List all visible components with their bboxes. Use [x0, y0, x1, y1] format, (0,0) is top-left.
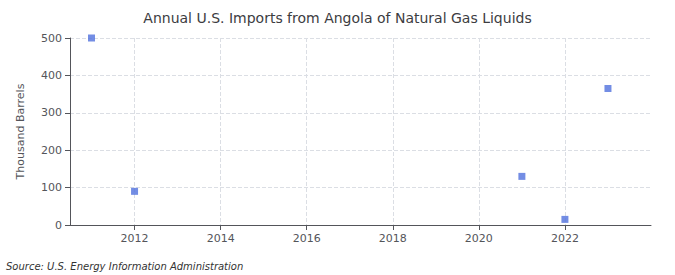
- svg-text:Annual U.S. Imports from Angol: Annual U.S. Imports from Angola of Natur…: [143, 10, 531, 26]
- svg-text:200: 200: [41, 144, 62, 157]
- svg-text:2014: 2014: [207, 232, 235, 245]
- svg-text:2020: 2020: [465, 232, 493, 245]
- svg-text:2018: 2018: [379, 232, 407, 245]
- svg-text:2022: 2022: [551, 232, 579, 245]
- svg-text:2016: 2016: [293, 232, 321, 245]
- svg-text:2012: 2012: [121, 232, 149, 245]
- svg-text:300: 300: [41, 106, 62, 119]
- svg-text:Source: U.S. Energy Informatio: Source: U.S. Energy Information Administ…: [6, 261, 243, 272]
- svg-text:100: 100: [41, 181, 62, 194]
- svg-text:500: 500: [41, 32, 62, 45]
- svg-text:400: 400: [41, 69, 62, 82]
- svg-text:Thousand Barrels: Thousand Barrels: [14, 83, 27, 180]
- svg-text:0: 0: [55, 219, 62, 232]
